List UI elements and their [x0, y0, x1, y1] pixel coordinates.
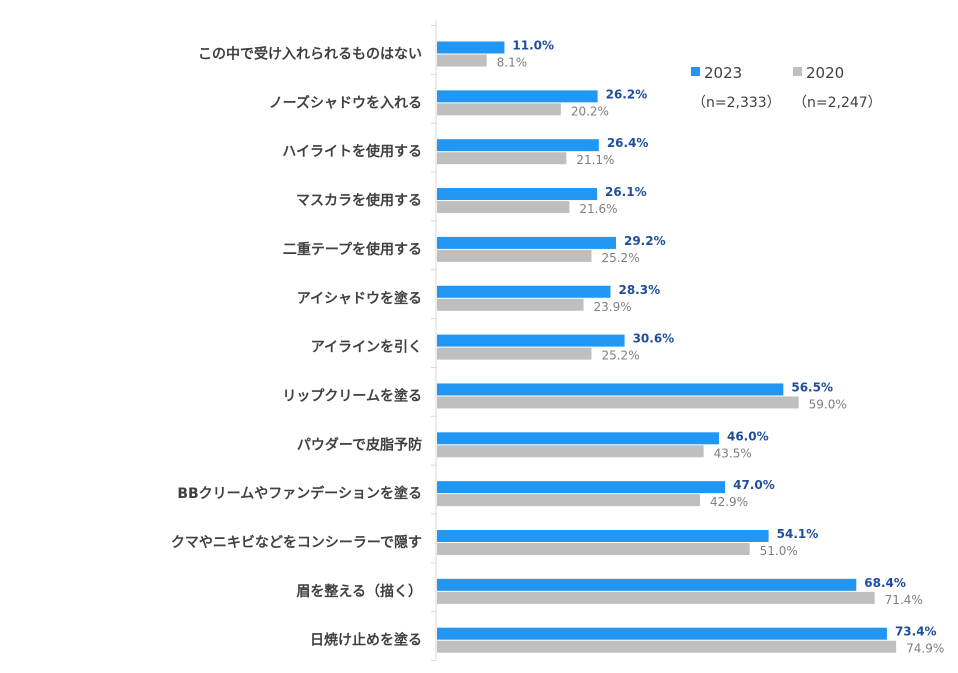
data-label-2023: 28.3% — [618, 283, 660, 297]
legend-swatch-2020 — [793, 67, 802, 76]
data-label-2023: 29.2% — [624, 234, 666, 248]
legend-label-2023: 2023 — [704, 64, 742, 82]
category-label: アイラインを引く — [311, 340, 422, 356]
bar-2023 — [437, 383, 784, 396]
data-label-2020: 59.0% — [809, 397, 847, 411]
category-label: 二重テープを使用する — [283, 241, 422, 258]
bar-2020 — [437, 201, 570, 214]
bar-2020 — [437, 640, 897, 653]
data-label-2023: 56.5% — [791, 380, 833, 394]
bar-2020 — [437, 543, 750, 555]
category-label: 日焼け止めを塗る — [310, 632, 422, 649]
data-label-2020: 74.9% — [906, 642, 944, 656]
bar-2023 — [437, 578, 857, 591]
bar-2020 — [437, 347, 592, 360]
data-label-2023: 54.1% — [777, 527, 819, 541]
category-label: ノーズシャドウを入れる — [269, 94, 422, 111]
data-label-2020: 25.2% — [601, 349, 639, 363]
data-label-2020: 43.5% — [714, 446, 752, 460]
bar-2020 — [437, 103, 561, 116]
legend-swatch-2023 — [691, 67, 700, 76]
data-label-2023: 26.4% — [607, 136, 649, 150]
bar-2023 — [437, 139, 599, 152]
bar-2023 — [437, 530, 769, 542]
data-label-2020: 20.2% — [571, 104, 609, 118]
data-label-2020: 23.9% — [594, 300, 632, 314]
data-label-2020: 25.2% — [601, 251, 639, 265]
data-label-2023: 11.0% — [512, 39, 554, 53]
legend-n-2023: （n=2,333） — [692, 95, 781, 111]
bar-2023 — [437, 334, 625, 347]
bar-2023 — [437, 236, 616, 249]
data-label-2023: 46.0% — [727, 429, 769, 443]
data-label-2020: 21.6% — [579, 202, 617, 216]
bar-2020 — [437, 445, 704, 458]
legend-n-2020: （n=2,247） — [793, 95, 882, 111]
category-label: BBクリームやファンデーションを塗る — [177, 485, 422, 502]
category-label: この中で受け入れられるものはない — [198, 46, 422, 63]
data-label-2020: 42.9% — [710, 495, 748, 509]
bar-2020 — [437, 298, 584, 311]
bar-2020 — [437, 152, 567, 165]
bars: 11.0% 8.1% 26.2% 20.2% 26.4% 21.1% 26.1% 21.6% 2… — [437, 39, 944, 656]
bar-2023 — [437, 285, 611, 298]
data-label-2023: 47.0% — [733, 478, 775, 492]
category-label: 眉を整える（描く） — [296, 583, 422, 600]
category-label: リップクリームを塗る — [282, 387, 422, 404]
bar-2020 — [437, 396, 799, 409]
bar-2023 — [437, 90, 598, 103]
data-label-2020: 71.4% — [885, 593, 923, 607]
bar-2020 — [437, 591, 875, 604]
legend-label-2020: 2020 — [806, 64, 844, 82]
category-label: ハイライトを使用する — [282, 143, 422, 160]
data-label-2023: 68.4% — [864, 576, 906, 590]
category-label: クマやニキビなどをコンシーラーで隠す — [171, 534, 422, 551]
category-label: アイシャドウを塗る — [297, 290, 422, 307]
bar-2020 — [437, 494, 700, 507]
data-label-2020: 8.1% — [497, 56, 528, 70]
legend: 2023 2020 （n=2,333） （n=2,247） — [691, 64, 882, 111]
bar-2023 — [437, 481, 726, 494]
data-label-2023: 73.4% — [895, 625, 937, 639]
bar-2023 — [437, 41, 505, 54]
bar-2023 — [437, 432, 719, 445]
category-label: マスカラを使用する — [296, 192, 422, 209]
data-label-2020: 21.1% — [576, 153, 614, 167]
data-label-2023: 26.1% — [605, 185, 647, 199]
data-label-2023: 30.6% — [633, 332, 675, 346]
bar-2020 — [437, 54, 487, 67]
bar-2023 — [437, 627, 887, 640]
y-axis: この中で受け入れられるものはないノーズシャドウを入れるハイライトを使用するマスカ… — [171, 19, 437, 662]
data-label-2023: 26.2% — [606, 87, 648, 101]
bar-2023 — [437, 188, 597, 201]
bar-2020 — [437, 249, 592, 262]
category-label: パウダーで皮脂予防 — [297, 436, 422, 453]
data-label-2020: 51.0% — [760, 544, 798, 558]
